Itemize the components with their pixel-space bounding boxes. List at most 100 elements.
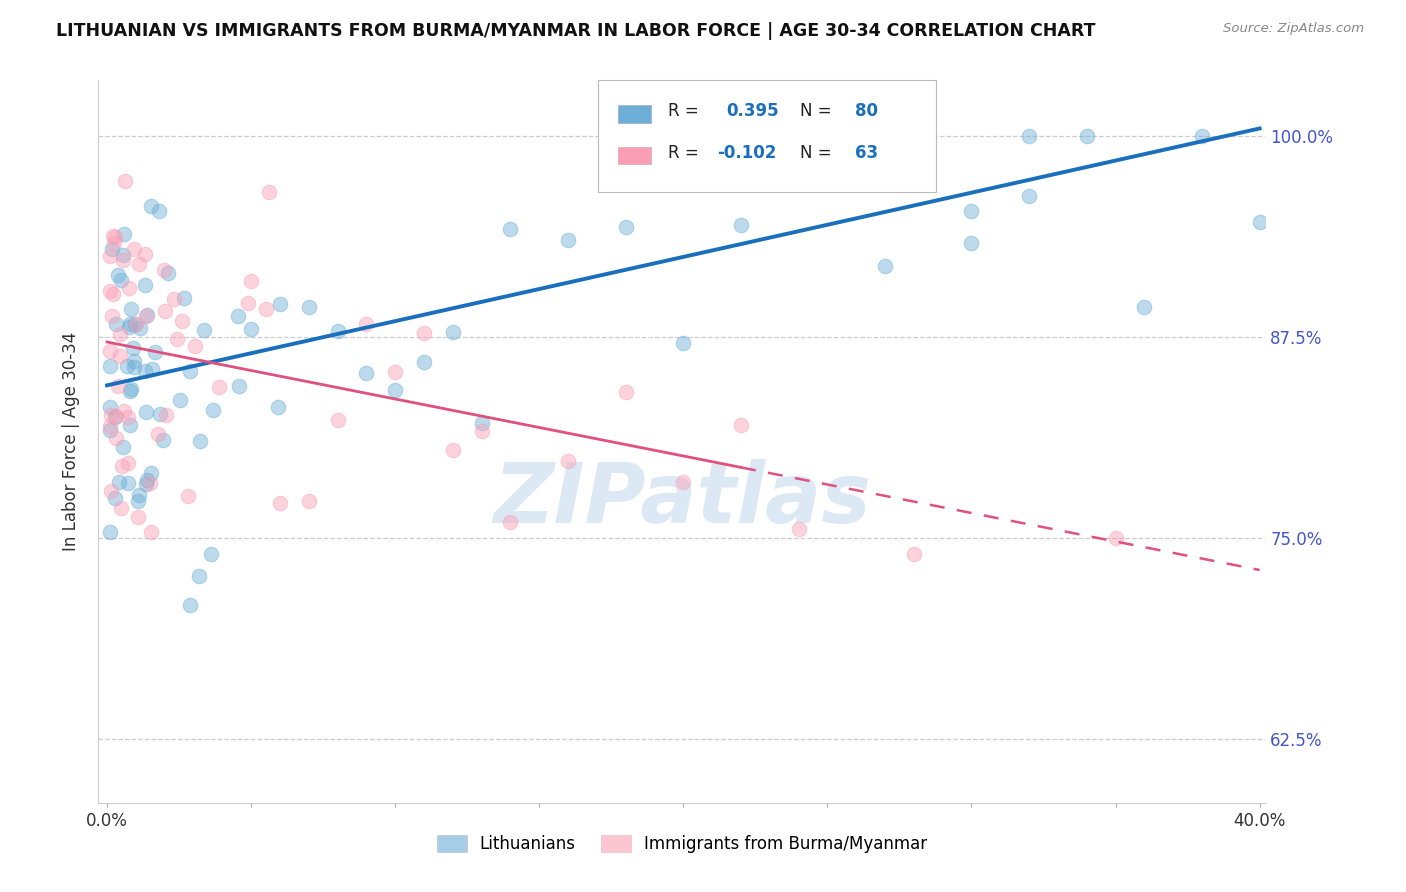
- Text: 63: 63: [855, 144, 877, 161]
- Point: [118, 320, 141, 334]
- Text: R =: R =: [668, 103, 704, 120]
- Point: [135, 309, 157, 323]
- Point: [120, 318, 142, 332]
- Point: [730, 418, 752, 433]
- Point: [269, 297, 291, 311]
- Point: [128, 257, 150, 271]
- Point: [471, 416, 494, 430]
- Text: ZIPatlas: ZIPatlas: [494, 458, 870, 540]
- Point: [157, 267, 180, 281]
- Point: [103, 228, 125, 243]
- Point: [134, 247, 156, 261]
- Point: [384, 366, 406, 380]
- Point: [98, 249, 121, 263]
- Point: [121, 342, 143, 356]
- Point: [139, 199, 162, 213]
- Point: [614, 385, 637, 400]
- Point: [135, 404, 157, 418]
- Point: [557, 233, 579, 247]
- Point: [148, 203, 170, 218]
- Point: [135, 477, 157, 491]
- Point: [672, 336, 695, 351]
- Point: [120, 301, 142, 316]
- Point: [356, 317, 378, 331]
- Point: [298, 300, 321, 314]
- Point: [153, 263, 176, 277]
- Point: [1018, 188, 1040, 202]
- Point: [188, 434, 211, 448]
- Point: [101, 286, 124, 301]
- Point: [193, 323, 215, 337]
- Point: [873, 259, 896, 273]
- Point: [815, 141, 838, 155]
- Point: [141, 524, 163, 539]
- FancyBboxPatch shape: [598, 80, 936, 193]
- Point: [127, 494, 149, 508]
- Point: [104, 491, 127, 505]
- Point: [135, 308, 157, 322]
- Point: [115, 359, 138, 374]
- Point: [1076, 129, 1098, 144]
- Point: [112, 404, 135, 418]
- Point: [110, 273, 132, 287]
- Point: [172, 313, 194, 327]
- Point: [166, 332, 188, 346]
- Text: R =: R =: [668, 144, 704, 161]
- Point: [228, 379, 250, 393]
- Point: [98, 343, 121, 358]
- Point: [112, 248, 135, 262]
- Point: [138, 475, 160, 490]
- Point: [499, 221, 522, 235]
- Point: [141, 467, 163, 481]
- Point: [117, 410, 139, 425]
- Point: [1133, 300, 1156, 314]
- Point: [104, 230, 127, 244]
- Point: [118, 384, 141, 398]
- Point: [240, 274, 263, 288]
- Text: N =: N =: [800, 103, 837, 120]
- Point: [240, 322, 263, 336]
- Point: [960, 204, 983, 219]
- Point: [122, 242, 145, 256]
- Point: [441, 325, 464, 339]
- Point: [143, 345, 166, 359]
- Point: [111, 458, 134, 473]
- Text: Source: ZipAtlas.com: Source: ZipAtlas.com: [1223, 22, 1364, 36]
- Point: [103, 235, 125, 250]
- Point: [413, 326, 436, 340]
- Point: [129, 321, 152, 335]
- Point: [173, 291, 195, 305]
- Point: [614, 219, 637, 234]
- Point: [118, 280, 141, 294]
- Point: [100, 408, 122, 422]
- Point: [148, 427, 170, 442]
- Point: [1104, 531, 1126, 545]
- Point: [108, 475, 131, 490]
- Point: [111, 253, 134, 268]
- Point: [787, 129, 810, 144]
- Text: LITHUANIAN VS IMMIGRANTS FROM BURMA/MYANMAR IN LABOR FORCE | AGE 30-34 CORRELATI: LITHUANIAN VS IMMIGRANTS FROM BURMA/MYAN…: [56, 22, 1095, 40]
- Y-axis label: In Labor Force | Age 30-34: In Labor Force | Age 30-34: [62, 332, 80, 551]
- Point: [226, 309, 249, 323]
- Point: [672, 475, 695, 490]
- Point: [101, 242, 124, 256]
- Point: [120, 382, 142, 396]
- Point: [105, 409, 128, 423]
- Point: [1249, 215, 1271, 229]
- Point: [356, 366, 378, 380]
- Point: [730, 218, 752, 232]
- Point: [114, 174, 136, 188]
- Point: [152, 434, 174, 448]
- Point: [100, 484, 122, 499]
- Point: [101, 310, 124, 324]
- Point: [155, 409, 177, 423]
- Point: [169, 392, 191, 407]
- Point: [104, 409, 127, 424]
- Point: [1018, 129, 1040, 144]
- Point: [117, 456, 139, 470]
- Point: [110, 501, 132, 516]
- Point: [122, 359, 145, 374]
- Point: [134, 364, 156, 378]
- Point: [117, 475, 139, 490]
- Point: [105, 317, 128, 331]
